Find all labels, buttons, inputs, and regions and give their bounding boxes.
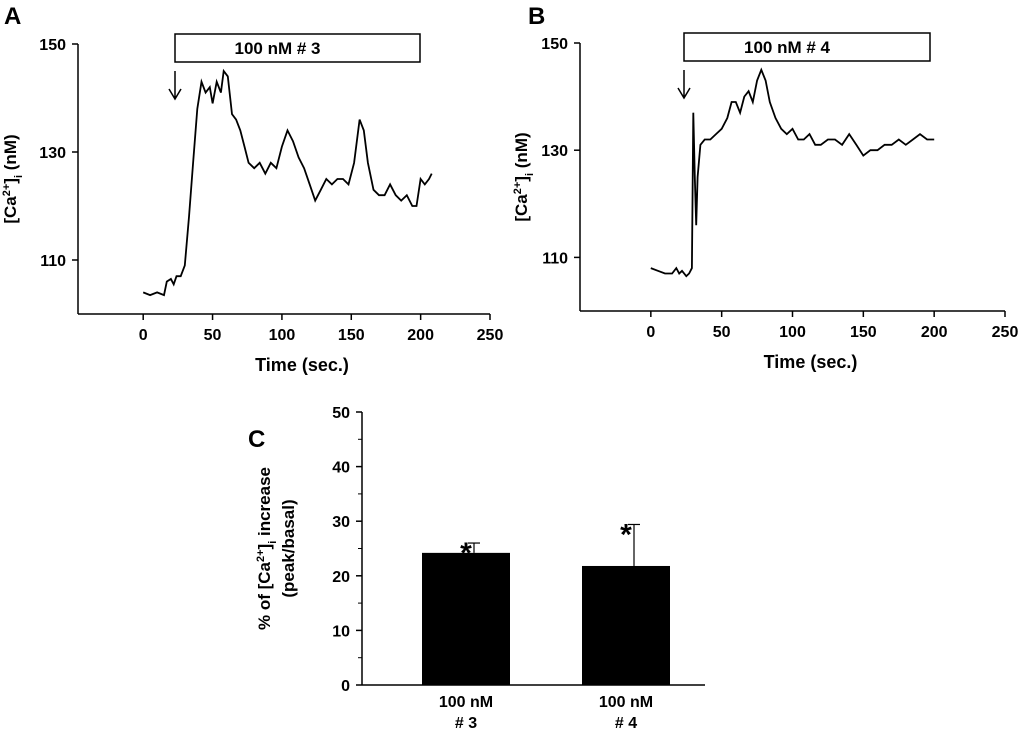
y-axis-label-part: (peak/basal) <box>279 499 298 597</box>
x-tick-label: # 3 <box>455 715 477 732</box>
y-axis-label: [Ca2+]i (nM) <box>512 132 536 221</box>
y-tick-label: 50 <box>332 405 350 422</box>
significance-marker: * <box>620 518 632 551</box>
x-tick-label: 100 nM <box>599 694 653 711</box>
y-tick-label: 150 <box>39 37 66 54</box>
y-axis-label-part: i <box>267 541 279 544</box>
y-tick-label: 20 <box>332 569 350 586</box>
x-tick-label: 50 <box>713 324 731 341</box>
y-axis-label: [Ca2+]i (nM) <box>1 134 25 223</box>
x-tick-label: 100 <box>779 324 806 341</box>
y-axis-label-part: 2+ <box>255 549 267 562</box>
x-tick-label: 200 <box>921 324 948 341</box>
panel-letter: B <box>528 3 545 30</box>
y-axis-label: (peak/basal) <box>279 499 298 597</box>
x-tick-label: 100 <box>269 327 296 344</box>
significance-marker: * <box>460 537 472 570</box>
x-tick-label: 250 <box>477 327 504 344</box>
x-tick-label: 0 <box>139 327 148 344</box>
x-tick-label: 250 <box>992 324 1019 341</box>
x-axis-label: Time (sec.) <box>255 355 349 375</box>
panel-letter: C <box>248 426 265 453</box>
y-tick-label: 30 <box>332 514 350 531</box>
y-axis-label-part: (nM) <box>1 134 20 175</box>
y-axis-label-part: ] <box>512 176 531 182</box>
bar <box>422 552 510 685</box>
y-axis-label: % of [Ca2+]i increase <box>255 467 279 630</box>
y-axis-label-part: [Ca <box>1 196 20 224</box>
y-tick-label: 110 <box>542 250 568 267</box>
y-tick-label: 40 <box>332 460 350 477</box>
arrow <box>677 70 691 100</box>
y-tick-label: 150 <box>541 36 568 53</box>
y-tick-label: 0 <box>341 678 350 695</box>
y-tick-label: 110 <box>40 253 66 270</box>
x-tick-label: 0 <box>646 324 655 341</box>
y-axis-label-part: 2+ <box>1 184 13 197</box>
y-axis-label-part: i <box>524 173 536 176</box>
y-tick-label: 130 <box>39 145 66 162</box>
y-axis-label-part: ] <box>1 178 20 184</box>
arrow <box>168 71 182 101</box>
y-axis-label-part: i <box>13 175 25 178</box>
x-tick-label: 150 <box>850 324 877 341</box>
treatment-label: 100 nM # 4 <box>744 38 831 57</box>
y-axis-label-part: ] <box>255 544 274 550</box>
y-tick-label: 10 <box>332 623 350 640</box>
panel-letter: A <box>4 3 21 30</box>
x-tick-label: 150 <box>338 327 365 344</box>
trace <box>142 68 433 297</box>
x-tick-label: 200 <box>407 327 434 344</box>
y-axis-label-part: (nM) <box>512 132 531 173</box>
y-axis-label-part: 2+ <box>512 182 524 195</box>
x-axis-label: Time (sec.) <box>764 352 858 372</box>
x-tick-label: 50 <box>204 327 222 344</box>
treatment-box <box>683 32 931 62</box>
x-tick-label: 100 nM <box>439 694 493 711</box>
treatment-box <box>174 33 421 63</box>
trace <box>650 67 935 278</box>
y-axis-label-part: [Ca <box>512 194 531 222</box>
bar <box>582 565 670 685</box>
y-axis-label-part: % of [Ca <box>255 561 274 630</box>
y-tick-label: 130 <box>541 143 568 160</box>
treatment-label: 100 nM # 3 <box>235 39 321 58</box>
x-tick-label: # 4 <box>615 715 637 732</box>
y-axis-label-part: increase <box>255 467 274 541</box>
